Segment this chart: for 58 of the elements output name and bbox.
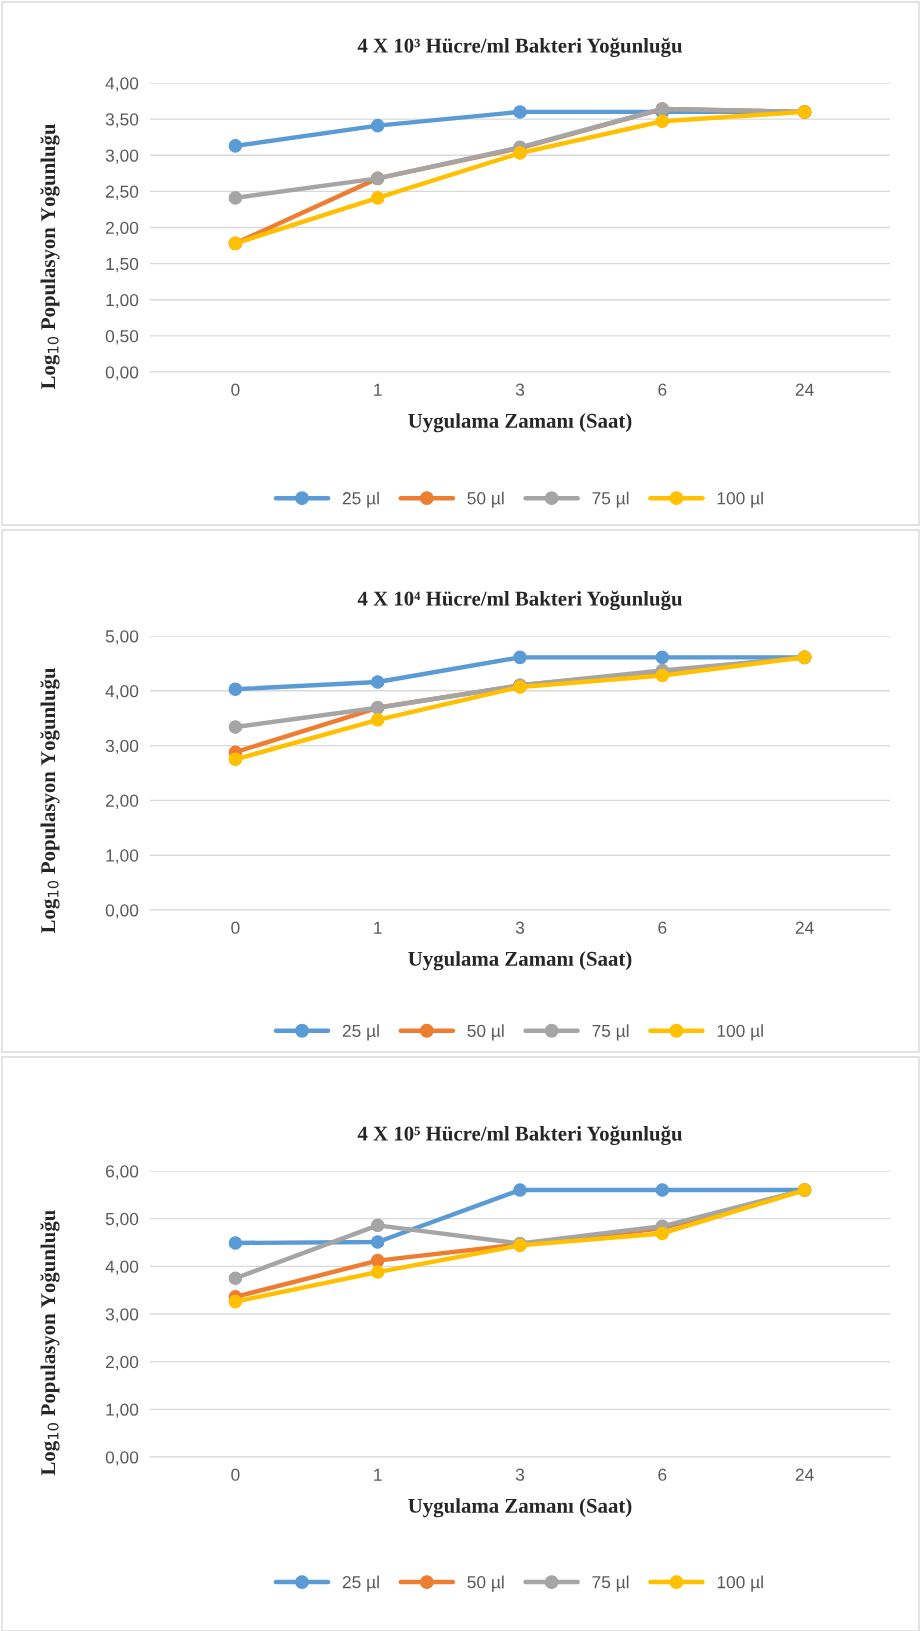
chart-title: 4 X 10⁵ Hücre/ml Bakteri Yoğunluğu: [357, 1125, 683, 1146]
legend-label: 50 µl: [467, 491, 504, 508]
x-tick-label: 6: [658, 1468, 667, 1481]
legend-label: 25 µl: [342, 1575, 379, 1592]
y-tick-label: 0,50: [105, 330, 139, 345]
x-tick-label: 3: [515, 383, 525, 396]
x-axis-title: Uygulama Zamanı (Saat): [408, 1498, 632, 1518]
legend-label: 75 µl: [592, 1575, 629, 1592]
y-tick-label: 0,00: [105, 1451, 139, 1466]
y-tick-label: 1,00: [106, 293, 139, 309]
y-tick-label: 0,00: [105, 904, 139, 919]
legend-label: 100 µl: [717, 491, 763, 508]
legend-label: 75 µl: [592, 491, 629, 508]
x-tick-label: 3: [515, 921, 525, 934]
legend-label: 100 µl: [717, 1575, 763, 1592]
legend-label: 50 µl: [467, 1024, 504, 1041]
y-tick-label: 3,00: [105, 149, 139, 164]
legend-label: 100 µl: [717, 1024, 763, 1041]
x-tick-label: 1: [374, 383, 382, 396]
x-tick-label: 6: [658, 383, 667, 396]
x-tick-label: 0: [231, 383, 240, 396]
y-tick-label: 0,00: [105, 366, 139, 381]
legend-label: 25 µl: [342, 1024, 379, 1041]
x-tick-label: 24: [795, 383, 814, 396]
x-tick-label: 0: [231, 1468, 240, 1481]
legend-label: 75 µl: [592, 1024, 629, 1041]
y-tick-label: 1,00: [106, 1403, 139, 1418]
y-tick-label: 3,00: [105, 1308, 139, 1323]
y-axis-title: Log$_{10}$ Populasyon Yoğunluğu: [40, 124, 60, 390]
x-tick-label: 6: [658, 921, 667, 934]
y-tick-label: 5,00: [105, 1212, 139, 1228]
y-tick-label: 2,00: [105, 794, 139, 809]
y-tick-label: 5,00: [105, 630, 139, 645]
x-tick-label: 1: [374, 921, 382, 934]
y-axis-title: Log$_{10}$ Populasyon Yoğunluğu: [40, 668, 60, 934]
y-axis-title: Log$_{10}$ Populasyon Yoğunluğu: [40, 1210, 60, 1476]
x-tick-label: 1: [374, 1468, 382, 1481]
x-tick-label: 3: [515, 1468, 525, 1481]
x-axis-title: Uygulama Zamanı (Saat): [408, 413, 632, 433]
x-tick-label: 24: [795, 1468, 814, 1481]
x-tick-label: 24: [795, 921, 814, 934]
chart-title: 4 X 10³ Hücre/ml Bakteri Yoğunluğu: [357, 37, 683, 58]
y-tick-label: 4,00: [105, 77, 139, 92]
x-axis-title: Uygulama Zamanı (Saat): [408, 951, 632, 971]
y-tick-label: 3,00: [105, 739, 139, 755]
y-tick-label: 1,00: [106, 849, 139, 864]
y-tick-label: 4,00: [105, 1260, 139, 1275]
x-tick-label: 0: [231, 921, 240, 934]
y-tick-label: 1,50: [106, 257, 139, 273]
legend-label: 25 µl: [342, 491, 379, 508]
legend-label: 50 µl: [467, 1575, 504, 1592]
y-tick-label: 2,00: [105, 221, 139, 237]
y-tick-label: 2,00: [105, 1355, 139, 1371]
y-tick-label: 4,00: [105, 684, 139, 700]
chart-title: 4 X 10⁴ Hücre/ml Bakteri Yoğunluğu: [357, 590, 683, 611]
y-tick-label: 2,50: [105, 185, 139, 200]
y-tick-label: 3,50: [105, 113, 139, 128]
y-tick-label: 6,00: [105, 1165, 139, 1180]
